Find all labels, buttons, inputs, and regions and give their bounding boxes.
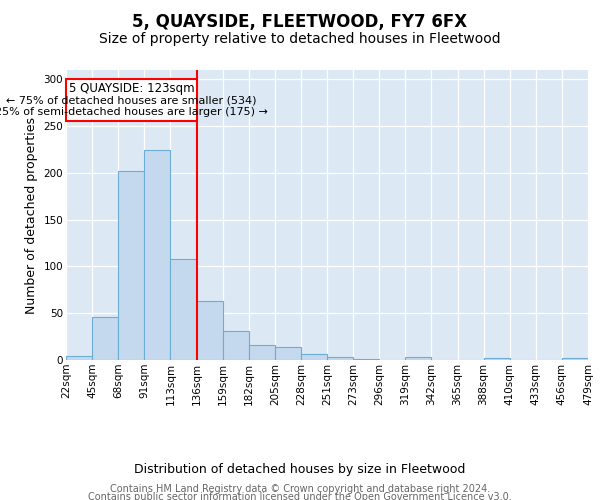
Bar	[145, 150, 170, 360]
Bar	[353, 359, 379, 360]
Text: Contains public sector information licensed under the Open Government Licence v3: Contains public sector information licen…	[88, 492, 512, 500]
Bar	[170, 259, 197, 360]
Bar	[223, 331, 249, 360]
Bar	[249, 345, 275, 360]
Bar	[484, 358, 510, 360]
Bar	[92, 317, 118, 360]
Text: 25% of semi-detached houses are larger (175) →: 25% of semi-detached houses are larger (…	[0, 107, 268, 117]
Bar	[275, 347, 301, 360]
Text: ← 75% of detached houses are smaller (534): ← 75% of detached houses are smaller (53…	[6, 96, 257, 106]
Text: 5, QUAYSIDE, FLEETWOOD, FY7 6FX: 5, QUAYSIDE, FLEETWOOD, FY7 6FX	[133, 12, 467, 30]
Text: 5 QUAYSIDE: 123sqm: 5 QUAYSIDE: 123sqm	[68, 82, 194, 95]
Text: Size of property relative to detached houses in Fleetwood: Size of property relative to detached ho…	[99, 32, 501, 46]
Bar	[327, 357, 353, 360]
Bar	[301, 354, 327, 360]
Bar	[406, 357, 431, 360]
Bar	[66, 356, 92, 360]
Text: Distribution of detached houses by size in Fleetwood: Distribution of detached houses by size …	[134, 462, 466, 475]
Y-axis label: Number of detached properties: Number of detached properties	[25, 116, 38, 314]
Text: Contains HM Land Registry data © Crown copyright and database right 2024.: Contains HM Land Registry data © Crown c…	[110, 484, 490, 494]
Bar	[197, 301, 223, 360]
Bar	[118, 171, 145, 360]
Bar	[562, 358, 588, 360]
